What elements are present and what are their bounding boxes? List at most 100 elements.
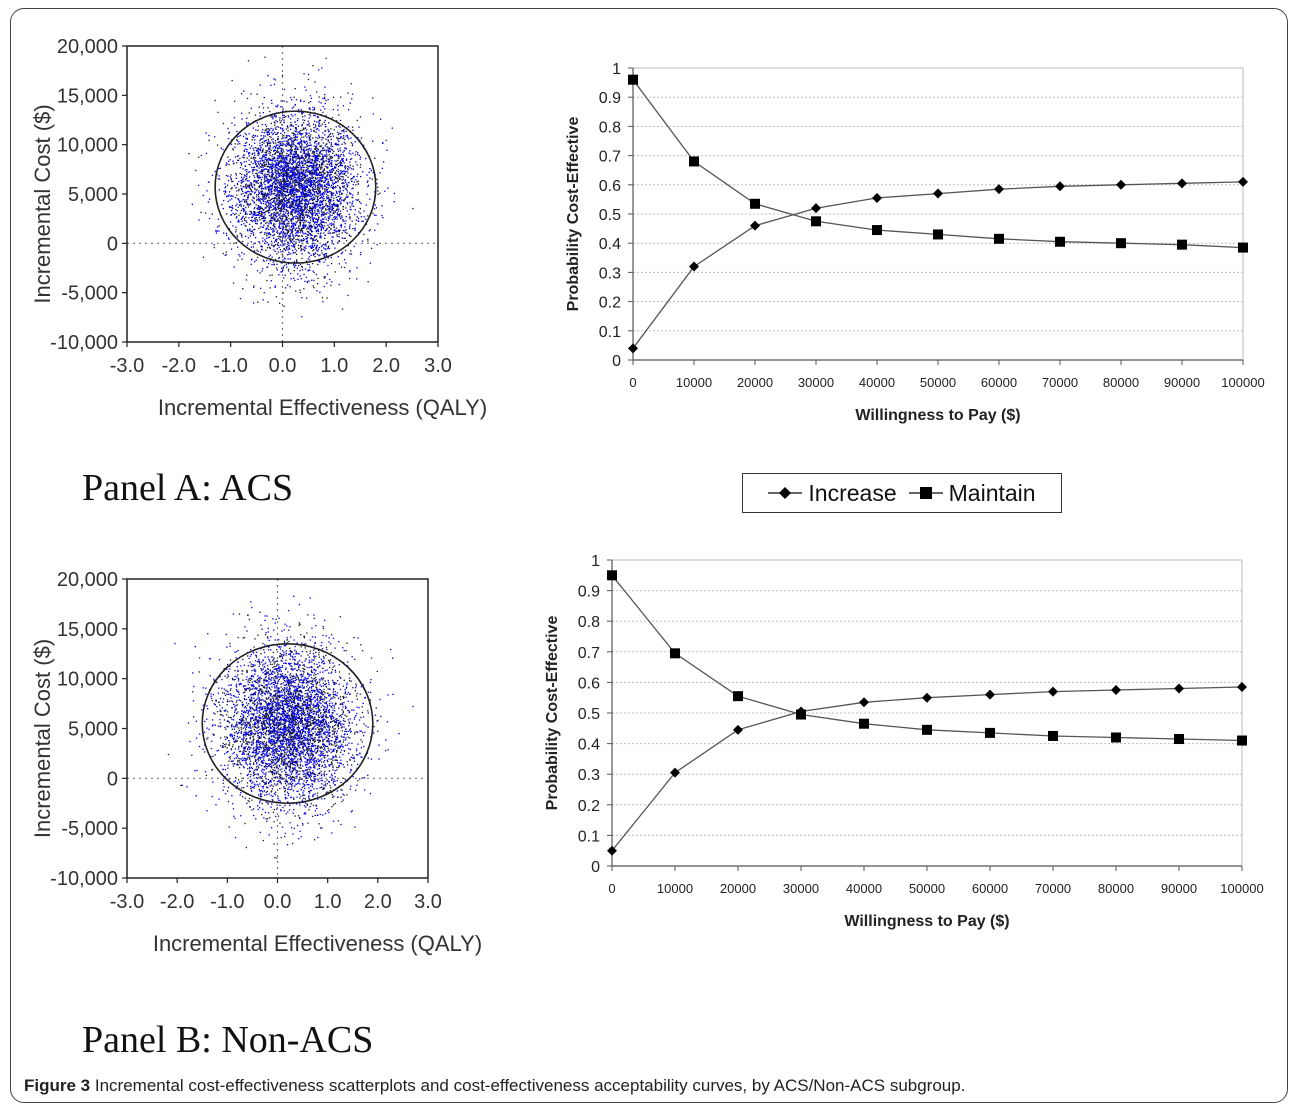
scatter-a-point (311, 181, 313, 183)
scatter-a-point (301, 316, 303, 318)
scatter-a-point (351, 168, 353, 170)
scatter-a-point (340, 133, 342, 135)
scatter-a-point (277, 136, 279, 138)
scatter-a-point (285, 170, 287, 172)
scatter-a-point (235, 241, 238, 244)
scatter-a-point (289, 162, 292, 164)
scatter-a-point (317, 230, 320, 232)
scatter-a-point (302, 211, 304, 213)
scatter-a-point (282, 127, 284, 130)
scatter-a-point (318, 154, 320, 156)
scatter-a-point (315, 230, 318, 232)
scatter-a-point (300, 205, 302, 207)
scatter-a-point (230, 174, 232, 176)
scatter-a-point (257, 208, 259, 210)
scatter-a-point (285, 183, 287, 186)
scatter-a-point (308, 252, 311, 255)
scatter-a-point (312, 176, 314, 179)
scatter-a-point (331, 156, 334, 158)
scatter-a-point (322, 169, 325, 171)
scatter-a-point (301, 231, 304, 233)
scatter-a-point (240, 162, 243, 165)
scatter-a-point (347, 245, 349, 247)
scatter-a-point (303, 151, 306, 153)
scatter-a-point (322, 170, 324, 172)
scatter-a-point (351, 220, 353, 222)
scatter-a-point (268, 196, 270, 198)
scatter-a-point (344, 168, 346, 170)
scatter-a-point (325, 157, 328, 159)
scatter-a-point (332, 176, 334, 178)
scatter-a-point (312, 253, 315, 255)
scatter-a-point (339, 198, 341, 200)
scatter-a-point (288, 251, 290, 254)
scatter-a-point (245, 211, 247, 213)
scatter-a-point (269, 115, 272, 117)
scatter-a-point (257, 301, 259, 303)
scatter-a-point (278, 172, 280, 174)
scatter-a-point (351, 126, 354, 128)
scatter-a-point (314, 239, 316, 241)
scatter-a-point (312, 193, 314, 195)
scatter-a-point (320, 125, 322, 127)
scatter-a-point (324, 179, 326, 182)
scatter-a-point (279, 238, 281, 241)
scatter-a-point (320, 235, 322, 237)
scatter-a-point (337, 256, 339, 258)
scatter-a-point (293, 151, 295, 153)
scatter-a-point (307, 195, 309, 197)
scatter-a-point (334, 172, 337, 174)
scatter-a-point (273, 237, 275, 239)
scatter-a-point (274, 131, 276, 134)
scatter-a-point (281, 242, 283, 244)
scatter-a-point (340, 153, 342, 156)
scatter-a-point (273, 193, 275, 195)
scatter-a-point (296, 208, 298, 210)
scatter-a-point (256, 188, 258, 190)
scatter-a-point (271, 175, 273, 177)
scatter-a-point (295, 176, 297, 178)
scatter-a-point (335, 126, 337, 128)
scatter-a-point (299, 195, 301, 197)
scatter-a-point (344, 172, 346, 175)
scatter-a-point (328, 164, 331, 166)
scatter-a-point (238, 201, 241, 203)
scatter-a-point (314, 161, 316, 163)
scatter-a-point (317, 195, 319, 197)
scatter-a-point (295, 290, 297, 292)
scatter-a-point (271, 213, 273, 215)
scatter-a-point (326, 189, 329, 191)
scatter-a-point (252, 213, 254, 215)
scatter-a-point (345, 158, 348, 160)
scatter-a-point (296, 174, 298, 176)
scatter-a-point (336, 137, 338, 139)
scatter-a-point (309, 217, 311, 220)
scatter-a-point (278, 161, 280, 163)
scatter-a-point (300, 100, 302, 102)
scatter-a-point (283, 185, 285, 188)
scatter-a-point (295, 127, 297, 129)
scatter-a-point (232, 208, 234, 210)
scatter-a-point (310, 162, 312, 164)
scatter-a-point (272, 133, 274, 136)
scatter-a-point (267, 161, 269, 163)
scatter-a-point (287, 165, 290, 167)
scatter-a-point (307, 152, 309, 155)
scatter-a-point (320, 102, 322, 104)
scatter-a-point (322, 192, 324, 194)
scatter-a-point (293, 197, 296, 199)
scatter-a-point (256, 150, 258, 152)
scatter-a-point (200, 154, 202, 157)
scatter-a-point (240, 162, 242, 164)
scatter-a-point (260, 187, 263, 190)
scatter-a-point (264, 214, 266, 216)
scatter-a-point (285, 206, 288, 208)
scatter-a-point (332, 182, 334, 184)
scatter-a-point (237, 246, 239, 248)
scatter-a-point (307, 154, 309, 157)
scatter-a-point (258, 200, 260, 202)
scatter-a-point (327, 216, 329, 218)
scatter-a-point (227, 156, 229, 158)
scatter-a-point (283, 200, 286, 202)
scatter-a-point (318, 180, 321, 183)
